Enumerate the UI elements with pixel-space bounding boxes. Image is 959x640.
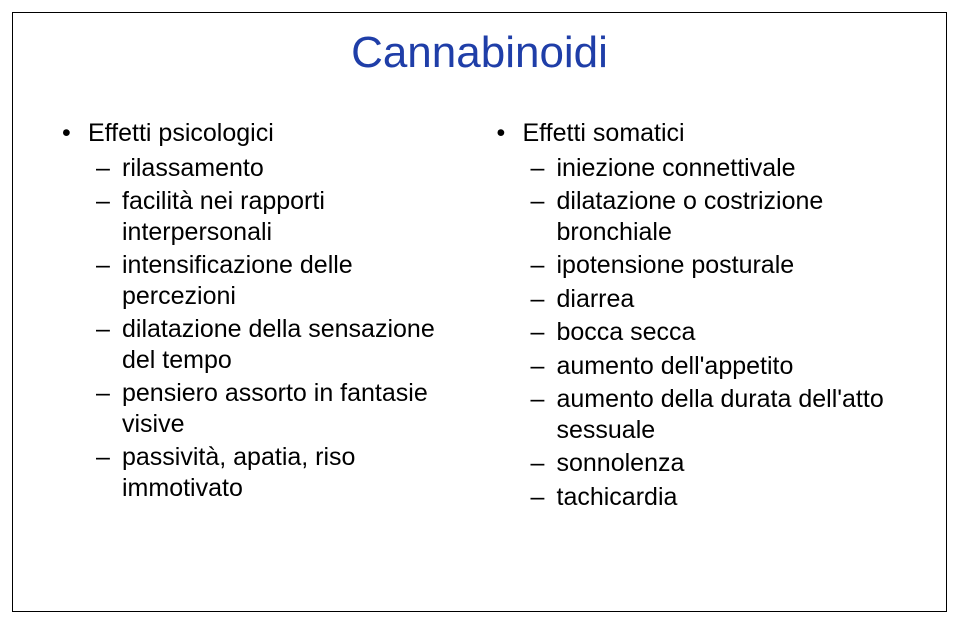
- slide-title: Cannabinoidi: [60, 28, 899, 78]
- left-item: intensificazione delle percezioni: [88, 250, 465, 311]
- right-item: sonnolenza: [523, 448, 900, 479]
- left-item: passività, apatia, riso immotivato: [88, 442, 465, 503]
- right-heading-item: Effetti somatici iniezione connettivale …: [495, 118, 900, 512]
- right-item: diarrea: [523, 284, 900, 315]
- right-item: tachicardia: [523, 482, 900, 513]
- left-item: pensiero assorto in fantasie visive: [88, 378, 465, 439]
- left-item: facilità nei rapporti interpersonali: [88, 186, 465, 247]
- right-item: dilatazione o costrizione bronchiale: [523, 186, 900, 247]
- slide: Cannabinoidi Effetti psicologici rilassa…: [0, 0, 959, 640]
- right-l2: iniezione connettivale dilatazione o cos…: [523, 153, 900, 513]
- left-heading-item: Effetti psicologici rilassamento facilit…: [60, 118, 465, 503]
- right-column: Effetti somatici iniezione connettivale …: [495, 118, 900, 516]
- left-column: Effetti psicologici rilassamento facilit…: [60, 118, 465, 516]
- left-item: dilatazione della sensazione del tempo: [88, 314, 465, 375]
- right-item: iniezione connettivale: [523, 153, 900, 184]
- right-item: ipotensione posturale: [523, 250, 900, 281]
- right-item: aumento della durata dell'atto sessuale: [523, 384, 900, 445]
- right-item: bocca secca: [523, 317, 900, 348]
- left-item: rilassamento: [88, 153, 465, 184]
- right-heading: Effetti somatici: [523, 119, 685, 147]
- left-l2: rilassamento facilità nei rapporti inter…: [88, 153, 465, 504]
- left-heading: Effetti psicologici: [88, 119, 274, 147]
- right-item: aumento dell'appetito: [523, 351, 900, 382]
- left-l1: Effetti psicologici rilassamento facilit…: [60, 118, 465, 503]
- columns: Effetti psicologici rilassamento facilit…: [60, 118, 899, 516]
- right-l1: Effetti somatici iniezione connettivale …: [495, 118, 900, 512]
